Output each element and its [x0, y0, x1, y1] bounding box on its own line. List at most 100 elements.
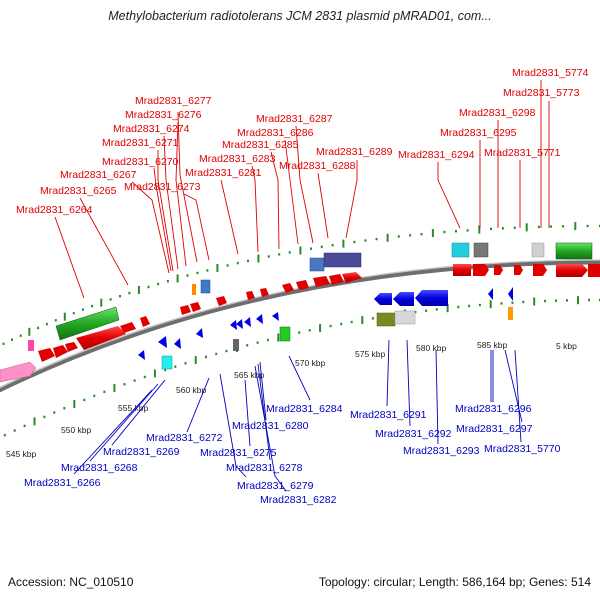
gene-feature[interactable] [473, 242, 489, 258]
gene-feature[interactable] [374, 293, 392, 305]
gene-label[interactable]: Mrad2831_6274 [113, 123, 190, 135]
gene-feature[interactable] [488, 288, 493, 300]
gene-label[interactable]: Mrad2831_6276 [125, 109, 202, 121]
gene-feature[interactable] [556, 264, 588, 277]
gene-feature[interactable] [342, 272, 362, 283]
gene-label[interactable]: Mrad2831_6289 [316, 146, 393, 158]
gene-feature[interactable] [531, 242, 545, 258]
gene-label[interactable]: Mrad2831_6267 [60, 169, 137, 181]
gene-label[interactable]: Mrad2831_6264 [16, 204, 93, 216]
gene-label[interactable]: Mrad2831_6271 [102, 137, 179, 149]
gene-label[interactable]: Mrad2831_6297 [456, 423, 533, 435]
gene-feature[interactable] [329, 274, 344, 285]
gene-label[interactable]: Mrad2831_6265 [40, 185, 117, 197]
gene-features [0, 242, 600, 383]
gene-feature[interactable] [453, 264, 471, 276]
gene-feature[interactable] [180, 305, 191, 315]
gene-feature[interactable] [76, 326, 126, 350]
gene-feature[interactable] [38, 348, 55, 362]
gene-label[interactable]: Mrad2831_6292 [375, 428, 452, 440]
gene-feature[interactable] [120, 322, 136, 333]
gene-feature[interactable] [494, 265, 503, 275]
major-tick [277, 333, 280, 342]
gene-feature[interactable] [65, 342, 78, 352]
minor-tick [196, 271, 199, 275]
gene-feature[interactable] [55, 306, 120, 341]
gene-feature[interactable] [200, 279, 211, 294]
gene-feature[interactable] [138, 350, 145, 360]
gene-feature[interactable] [28, 340, 34, 351]
gene-label[interactable]: Mrad2831_6288 [279, 160, 356, 172]
gene-feature[interactable] [393, 292, 414, 306]
gene-feature[interactable] [192, 284, 196, 295]
gene-label[interactable]: Mrad2831_6269 [103, 446, 180, 458]
minor-tick [186, 274, 189, 277]
gene-label[interactable]: Mrad2831_6280 [232, 420, 309, 432]
gene-label[interactable]: Mrad2831_6283 [199, 153, 276, 165]
gene-label[interactable]: Mrad2831_6286 [237, 127, 314, 139]
gene-label[interactable]: Mrad2831_6293 [403, 445, 480, 457]
gene-label[interactable]: Mrad2831_6275 [200, 447, 277, 459]
gene-feature[interactable] [272, 312, 279, 321]
gene-label[interactable]: Mrad2831_6287 [256, 113, 333, 125]
gene-label[interactable]: Mrad2831_6272 [146, 432, 223, 444]
gene-feature[interactable] [473, 264, 489, 276]
gene-label[interactable]: Mrad2831_6282 [260, 494, 337, 506]
gene-label[interactable]: Mrad2831_6285 [222, 139, 299, 151]
gene-label[interactable]: Mrad2831_6291 [350, 409, 427, 421]
gene-label[interactable]: Mrad2831_6295 [440, 127, 517, 139]
gene-feature[interactable] [256, 314, 263, 324]
gene-feature[interactable] [555, 242, 593, 260]
gene-feature[interactable] [53, 345, 68, 358]
gene-feature[interactable] [514, 265, 523, 275]
gene-feature[interactable] [260, 288, 269, 297]
gene-feature[interactable] [451, 242, 470, 258]
gene-feature[interactable] [244, 317, 251, 327]
gene-feature[interactable] [508, 287, 513, 301]
minor-tick [513, 226, 516, 229]
gene-label[interactable]: Mrad2831_5770 [484, 443, 561, 455]
gene-feature[interactable] [508, 307, 513, 320]
gene-feature[interactable] [533, 264, 547, 276]
gene-feature[interactable] [313, 276, 330, 287]
gene-feature[interactable] [282, 283, 294, 293]
gene-feature[interactable] [233, 339, 239, 351]
gene-label[interactable]: Mrad2831_5771 [484, 147, 561, 159]
gene-feature[interactable] [140, 316, 150, 327]
major-tick [216, 263, 219, 272]
gene-label[interactable]: Mrad2831_6278 [226, 462, 303, 474]
gene-feature[interactable] [394, 310, 416, 325]
gene-feature[interactable] [296, 280, 309, 290]
gene-label[interactable]: Mrad2831_6270 [102, 156, 179, 168]
gene-feature[interactable] [161, 355, 173, 370]
gene-label[interactable]: Mrad2831_6266 [24, 477, 101, 489]
gene-feature[interactable] [588, 264, 600, 277]
gene-feature[interactable] [415, 290, 448, 306]
gene-label[interactable]: Mrad2831_6268 [61, 462, 138, 474]
gene-feature[interactable] [246, 291, 255, 300]
gene-feature[interactable] [376, 312, 396, 327]
gene-label[interactable]: Mrad2831_6277 [135, 95, 212, 107]
gene-feature[interactable] [174, 338, 181, 349]
gene-label[interactable]: Mrad2831_6279 [237, 480, 314, 492]
gene-label[interactable]: Mrad2831_6284 [266, 403, 343, 415]
minor-tick [11, 338, 13, 341]
gene-label[interactable]: Mrad2831_5774 [512, 67, 589, 79]
gene-feature[interactable] [196, 328, 203, 338]
gene-feature[interactable] [323, 252, 362, 268]
minor-tick [267, 255, 270, 258]
gene-label[interactable]: Mrad2831_5773 [503, 87, 580, 99]
gene-label[interactable]: Mrad2831_6281 [185, 167, 262, 179]
gene-label[interactable]: Mrad2831_6296 [455, 403, 532, 415]
gene-feature[interactable] [190, 302, 201, 312]
gene-feature[interactable] [0, 361, 37, 383]
gene-feature[interactable] [236, 319, 243, 329]
gene-feature[interactable] [216, 296, 227, 306]
gene-feature[interactable] [158, 336, 167, 348]
gene-feature[interactable] [230, 320, 237, 330]
gene-label[interactable]: Mrad2831_6298 [459, 107, 536, 119]
gene-label[interactable]: Mrad2831_6273 [124, 181, 201, 193]
gene-feature[interactable] [309, 257, 325, 272]
gene-feature[interactable] [279, 326, 291, 342]
gene-label[interactable]: Mrad2831_6294 [398, 149, 475, 161]
